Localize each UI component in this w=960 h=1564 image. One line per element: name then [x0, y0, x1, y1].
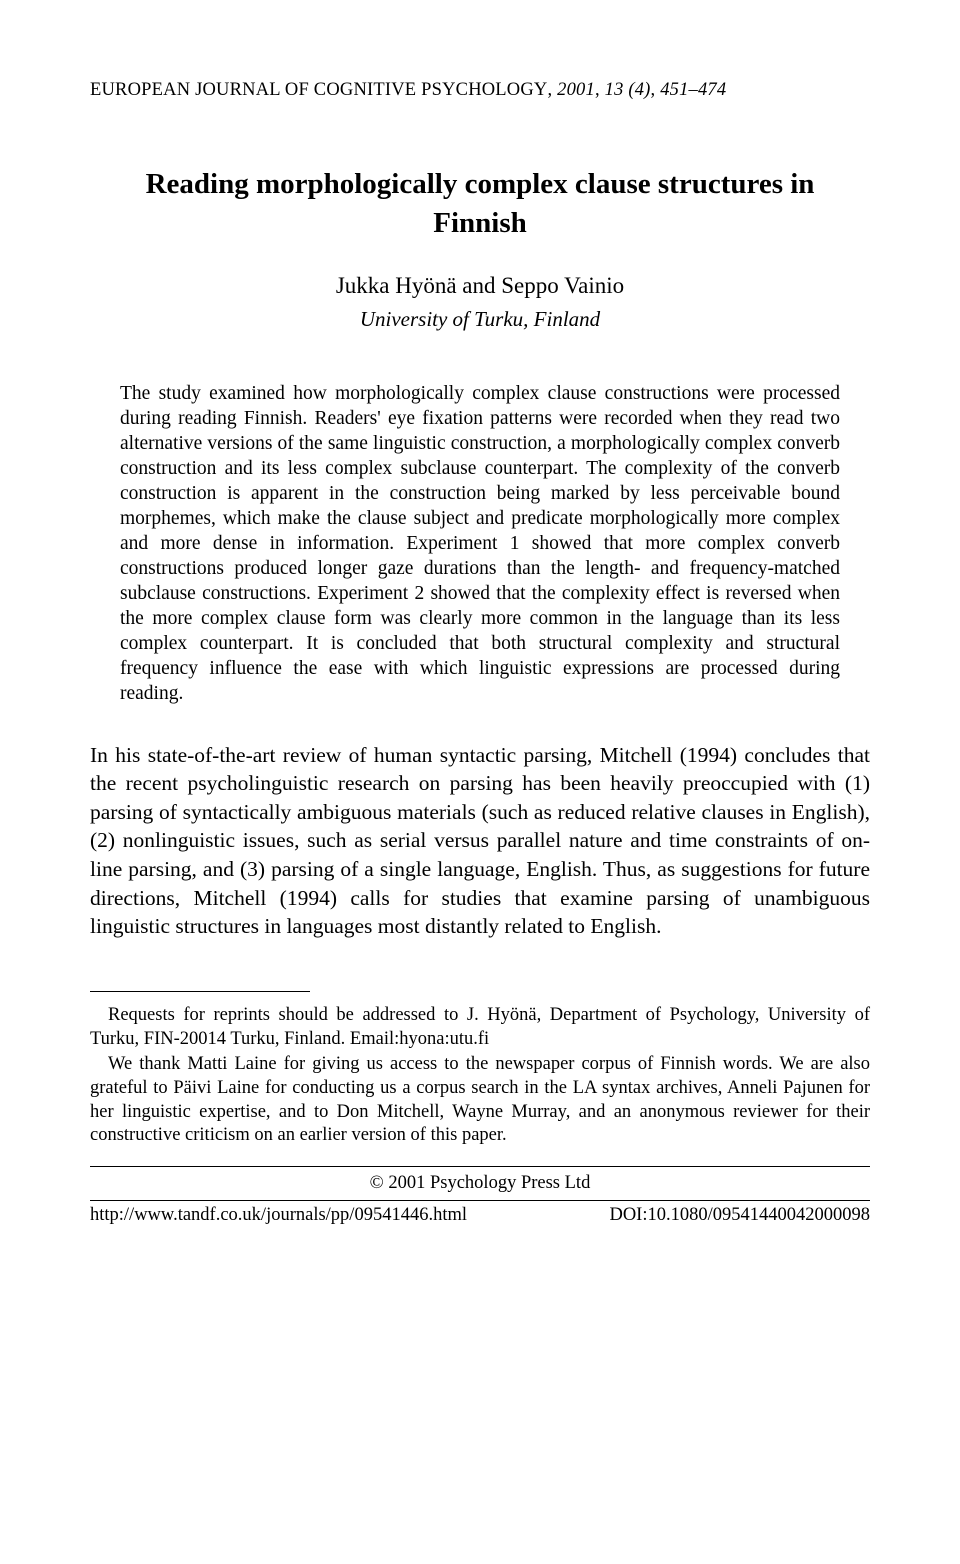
journal-pages: 451–474 [660, 80, 726, 100]
intro-paragraph: In his state-of-the-art review of human … [90, 741, 870, 941]
copyright-line: © 2001 Psychology Press Ltd [90, 1167, 870, 1200]
journal-issue: (4) [628, 80, 650, 100]
footnote-thanks: We thank Matti Laine for giving us acces… [90, 1053, 870, 1148]
article-title: Reading morphologically complex clause s… [120, 165, 840, 243]
journal-header: EUROPEAN JOURNAL OF COGNITIVE PSYCHOLOGY… [90, 80, 870, 101]
footnote-separator [90, 991, 310, 992]
journal-name: EUROPEAN JOURNAL OF COGNITIVE PSYCHOLOGY [90, 80, 548, 100]
abstract: The study examined how morphologically c… [120, 382, 840, 706]
journal-volume: 13 [605, 80, 624, 100]
footnote-reprints: Requests for reprints should be addresse… [90, 1004, 870, 1051]
footer-url: http://www.tandf.co.uk/journals/pp/09541… [90, 1205, 467, 1226]
affiliation: University of Turku, Finland [90, 307, 870, 332]
authors: Jukka Hyönä and Seppo Vainio [90, 273, 870, 299]
footer-doi: DOI:10.1080/09541440042000098 [609, 1205, 870, 1226]
footer-rule-bottom [90, 1200, 870, 1201]
footer-line: http://www.tandf.co.uk/journals/pp/09541… [90, 1205, 870, 1226]
journal-year: 2001 [557, 80, 595, 100]
